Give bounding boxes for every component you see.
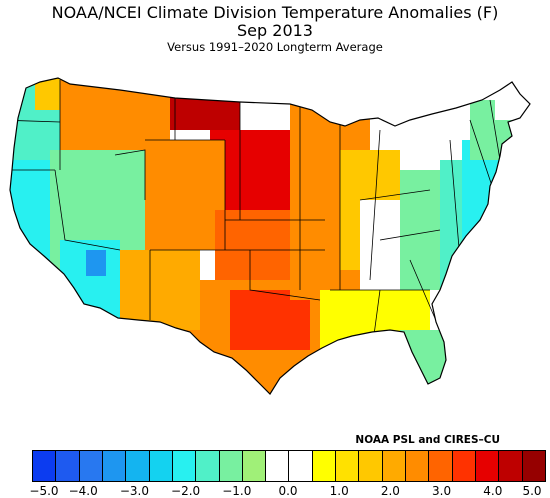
map-subtitle: Sep 2013: [237, 21, 313, 40]
colorbar-tick-label: 2.0: [380, 484, 400, 498]
region-north-dakota: [170, 78, 240, 130]
colorbar-swatch: [172, 451, 197, 481]
colorbar-swatch: [312, 451, 337, 481]
colorbar-swatch: [196, 451, 220, 481]
colorbar-swatch: [79, 451, 103, 481]
colorbar-swatch: [406, 451, 430, 481]
colorbar-swatch: [242, 451, 267, 481]
colorbar-swatch: [522, 451, 545, 481]
colorbar-swatch: [382, 451, 406, 481]
colorbar-swatch: [149, 451, 173, 481]
colorbar-swatch: [56, 451, 80, 481]
region-maine: [495, 78, 530, 120]
region-california: [10, 160, 55, 280]
colorbar-tick-label: 1.0: [329, 484, 349, 498]
colorbar-tick-label: −4.0: [68, 484, 98, 498]
colorbar-swatch: [219, 451, 243, 481]
colorbar-tick-label: −3.0: [119, 484, 149, 498]
colorbar-tick-label: −5.0: [29, 484, 59, 498]
colorbar-swatch: [359, 451, 383, 481]
colorbar-ticks: −5.0 −4.0 −3.0 −2.0 −1.0 0.0 1.0 2.0 3.0 4.0 5.0: [0, 484, 550, 498]
colorbar-tick-label: −1.0: [222, 484, 252, 498]
region-idaho-montana: [60, 78, 170, 150]
region-arizona-central: [86, 250, 106, 276]
colorbar-swatch: [452, 451, 476, 481]
colorbar-tick-label: 5.0: [522, 484, 542, 498]
region-new-mexico: [120, 250, 200, 330]
colorbar-swatch: [336, 451, 360, 481]
colorbar-tick-label: 0.0: [278, 484, 298, 498]
colorbar-swatch: [289, 451, 313, 481]
map-title: NOAA/NCEI Climate Division Temperature A…: [51, 3, 499, 22]
colorbar-swatch: [429, 451, 453, 481]
data-credit: NOAA PSL and CIRES–CU: [355, 434, 500, 446]
colorbar: [32, 450, 546, 482]
map-baseline-note: Versus 1991–2020 Longterm Average: [167, 40, 383, 54]
region-colorado-wyoming: [145, 140, 225, 250]
colorbar-swatch: [33, 451, 57, 481]
colorbar-tick-label: −2.0: [171, 484, 201, 498]
colorbar-swatch: [102, 451, 127, 481]
colorbar-tick-label: 4.0: [483, 484, 503, 498]
us-climate-division-map: [9, 77, 531, 395]
colorbar-tick-label: 3.0: [432, 484, 452, 498]
state-borders: [10, 80, 501, 351]
colorbar-swatch: [266, 451, 290, 481]
colorbar-swatch: [475, 451, 500, 481]
colorbar-swatch: [499, 451, 523, 481]
colorbar-swatch: [126, 451, 150, 481]
